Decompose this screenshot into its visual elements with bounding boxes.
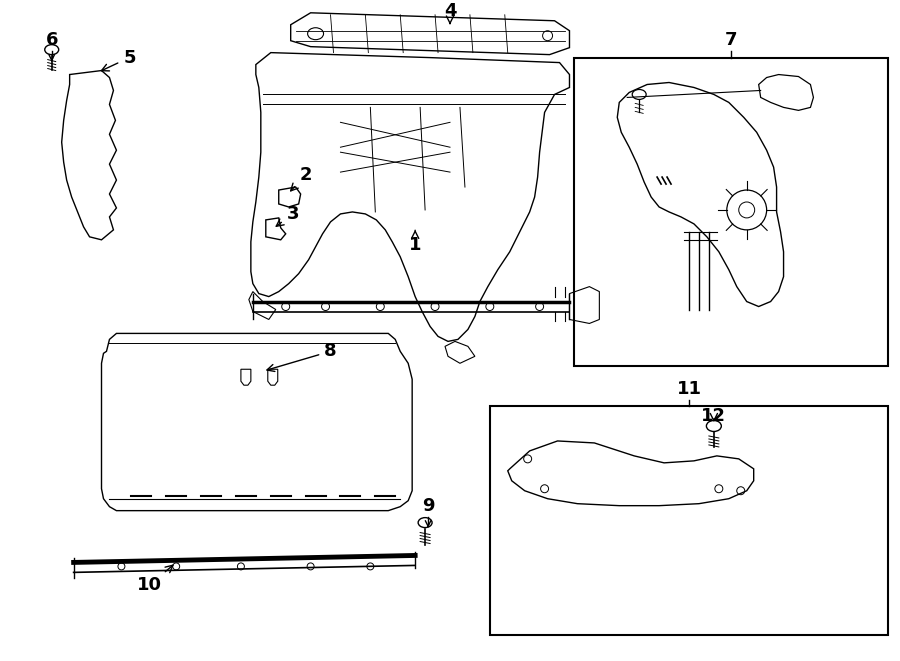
Ellipse shape [45,45,58,55]
Text: 6: 6 [46,30,58,49]
Text: 10: 10 [137,565,173,594]
Polygon shape [241,369,251,385]
Text: 11: 11 [677,380,701,398]
Bar [574,58,888,366]
Text: 1: 1 [409,230,421,254]
Bar [490,406,888,635]
Text: 9: 9 [422,496,435,515]
Polygon shape [268,369,278,385]
Text: 8: 8 [267,342,337,371]
Text: 3: 3 [276,205,299,226]
Ellipse shape [632,89,646,99]
Text: 12: 12 [701,407,726,425]
Text: 4: 4 [444,2,456,23]
Ellipse shape [418,518,432,527]
Text: 2: 2 [291,166,312,191]
Text: 5: 5 [102,48,136,71]
Text: 7: 7 [724,30,737,49]
Ellipse shape [706,420,721,432]
